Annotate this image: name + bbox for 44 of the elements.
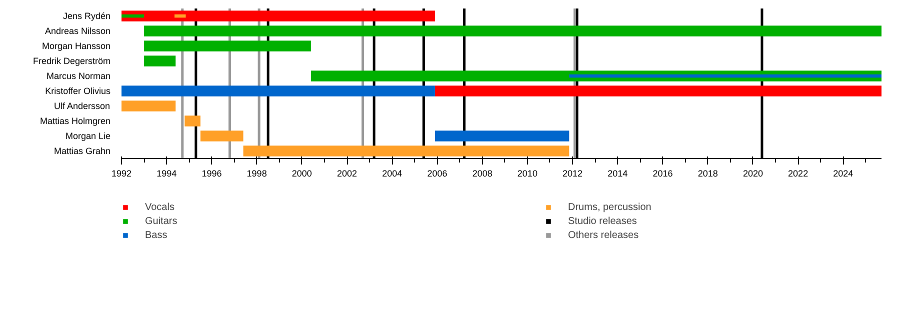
x-tick-label: 1998 xyxy=(246,168,267,178)
legend-label: Vocals xyxy=(145,201,174,213)
x-tick-label: 2002 xyxy=(337,168,358,178)
x-tick-label: 2012 xyxy=(562,168,583,178)
y-tick-label: Marcus Norman xyxy=(46,71,110,81)
legend-label: Drums, percussion xyxy=(568,201,652,213)
y-tick-label: Ulf Andersson xyxy=(54,101,110,111)
x-tick-label: 2004 xyxy=(382,168,402,178)
bar xyxy=(144,56,176,66)
y-tick-label: Jens Rydén xyxy=(62,11,111,21)
bar xyxy=(122,86,435,96)
bar xyxy=(122,100,176,112)
bar xyxy=(122,10,435,22)
bar xyxy=(200,130,244,142)
x-tick-label: 2006 xyxy=(427,168,448,178)
x-tick-label: 2008 xyxy=(472,168,492,178)
x-tick-label: 2022 xyxy=(788,168,808,178)
bar xyxy=(243,146,570,156)
x-tick-label: 1994 xyxy=(156,168,177,178)
legend-label: Others releases xyxy=(568,229,639,241)
bar xyxy=(434,130,570,142)
x-tick-label: 2024 xyxy=(833,168,854,178)
legend-label: Guitars xyxy=(145,215,178,227)
bar xyxy=(144,40,311,52)
y-tick-label: Morgan Lie xyxy=(65,131,111,141)
x-tick-label: 2010 xyxy=(517,168,538,178)
y-tick-label: Kristoffer Olivius xyxy=(45,86,111,96)
x-tick-label: 2000 xyxy=(292,168,312,178)
y-tick-label: Mattias Holmgren xyxy=(40,116,111,126)
bar xyxy=(434,86,882,96)
x-tick-label: 1996 xyxy=(202,168,222,178)
y-tick-label: Morgan Hansson xyxy=(42,41,111,51)
bar xyxy=(184,116,200,126)
bar xyxy=(144,26,882,36)
y-tick-label: Andreas Nilsson xyxy=(44,26,110,36)
y-tick-label: Fredrik Degerström xyxy=(32,56,110,66)
x-tick-label: 2016 xyxy=(652,168,673,178)
x-tick-label: 1992 xyxy=(111,168,132,178)
x-tick-label: 2020 xyxy=(742,168,763,178)
legend-label: Bass xyxy=(145,229,168,241)
x-tick-label: 2014 xyxy=(608,168,628,178)
legend-label: Studio releases xyxy=(568,215,637,227)
y-tick-label: Mattias Grahn xyxy=(54,146,111,156)
x-tick-label: 2018 xyxy=(698,168,718,178)
